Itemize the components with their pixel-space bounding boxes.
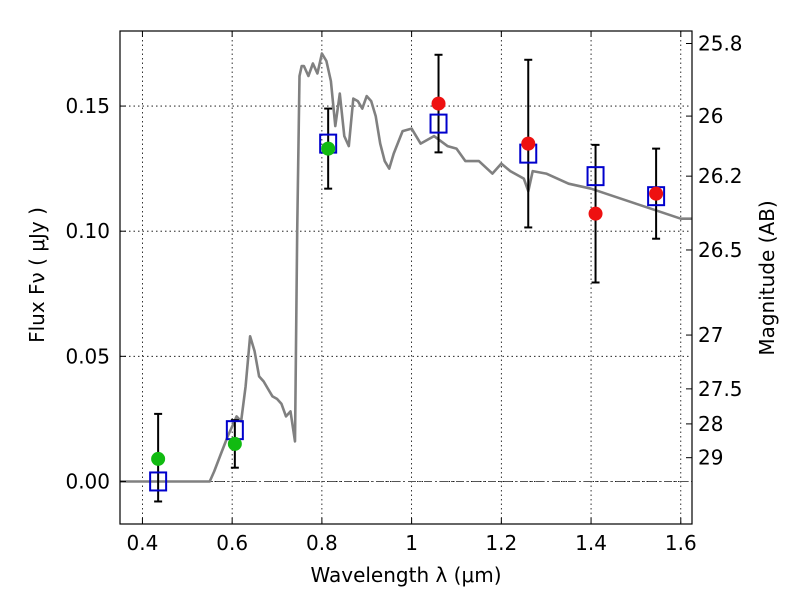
x-tick-label: 1	[405, 531, 418, 555]
x-tick-label: 0.6	[216, 531, 248, 555]
model-photometry-square	[586, 166, 605, 187]
error-bars-layer	[154, 53, 661, 503]
right-tick-label: 26	[698, 104, 723, 128]
observed-flux-point	[151, 451, 166, 466]
y-tick-label: 0.00	[65, 469, 110, 493]
right-tick-label: 28	[698, 412, 723, 436]
plot-frame	[119, 30, 693, 525]
x-tick-label: 1.2	[485, 531, 517, 555]
ticks-layer: 0.4 0.6 0.8 1 1.2 1.4 1.6 0.00 0.05 0.10 0.15 25.8 2…	[65, 31, 743, 555]
model-photometry-square	[429, 113, 448, 134]
grid-lines	[120, 31, 692, 524]
right-axis-title: Magnitude (AB)	[755, 200, 779, 355]
observed-flux-point	[521, 136, 536, 151]
right-tick-label: 26.2	[698, 164, 743, 188]
markers-layer	[149, 96, 666, 492]
sed-model-line	[120, 52, 692, 483]
right-tick-label: 27	[698, 323, 723, 347]
y-tick-label: 0.05	[65, 344, 110, 368]
observed-flux-point	[321, 141, 336, 156]
observed-flux-point	[431, 96, 446, 111]
model-photometry-square	[149, 471, 168, 492]
x-tick-label: 0.4	[127, 531, 159, 555]
right-tick-label: 25.8	[698, 32, 743, 56]
x-axis-title: Wavelength λ (μm)	[310, 563, 501, 587]
right-tick-label: 26.5	[698, 238, 743, 262]
observed-flux-point	[227, 436, 242, 451]
y-axis-title: Flux Fν ( μJy )	[25, 207, 49, 343]
x-tick-label: 1.4	[575, 531, 607, 555]
x-tick-label: 0.8	[306, 531, 338, 555]
observed-flux-point	[649, 186, 664, 201]
x-tick-label: 1.6	[665, 531, 697, 555]
right-tick-label: 27.5	[698, 377, 743, 401]
y-tick-label: 0.15	[65, 94, 110, 118]
sed-model-layer	[120, 52, 692, 483]
y-tick-label: 0.10	[65, 219, 110, 243]
right-tick-label: 29	[698, 446, 723, 470]
observed-flux-point	[588, 206, 603, 221]
